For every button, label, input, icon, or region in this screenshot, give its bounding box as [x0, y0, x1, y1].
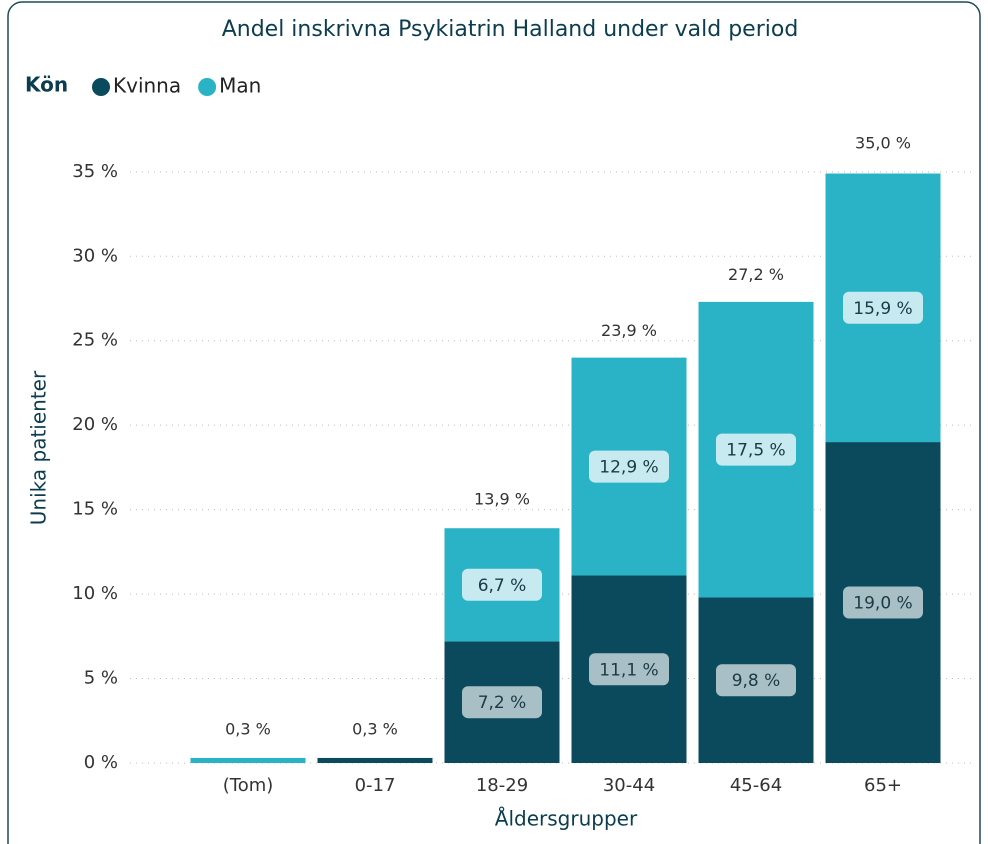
value-label-box	[589, 450, 669, 483]
value-label-box	[462, 686, 542, 719]
total-label: 0,3 %	[225, 719, 271, 738]
legend-label: Kvinna	[113, 74, 181, 98]
value-label: 15,9 %	[853, 299, 912, 319]
value-label: 9,8 %	[732, 671, 781, 691]
total-label: 23,9 %	[601, 321, 657, 340]
value-label-box	[716, 433, 796, 466]
value-label-box	[589, 653, 669, 686]
y-tick-label: 30 %	[72, 245, 118, 266]
x-tick-label: 0-17	[355, 775, 396, 796]
value-label-box	[716, 664, 796, 697]
x-tick-label: (Tom)	[223, 775, 274, 796]
legend-swatch	[198, 78, 217, 96]
y-tick-label: 10 %	[72, 583, 118, 604]
bar-segment	[317, 757, 433, 763]
y-tick-label: 20 %	[72, 414, 118, 435]
legend-label: Man	[219, 74, 261, 98]
value-label: 6,7 %	[478, 576, 527, 596]
x-tick-label: 45-64	[730, 775, 782, 796]
value-label: 19,0 %	[853, 594, 912, 614]
y-tick-label: 15 %	[72, 499, 118, 520]
total-label: 0,3 %	[352, 719, 398, 738]
chart-title: Andel inskrivna Psykiatrin Halland under…	[222, 17, 799, 42]
y-tick-label: 5 %	[84, 668, 118, 689]
value-label-box	[843, 291, 923, 324]
x-axis-label: Åldersgrupper	[495, 807, 638, 831]
y-tick-label: 0 %	[84, 752, 118, 773]
value-label: 11,1 %	[599, 660, 658, 680]
x-tick-label: 18-29	[476, 775, 528, 796]
y-axis-label: Unika patienter	[27, 370, 51, 525]
y-tick-label: 35 %	[72, 161, 118, 182]
value-label-box	[462, 568, 542, 601]
value-label: 12,9 %	[599, 458, 658, 478]
total-label: 27,2 %	[728, 265, 784, 284]
legend-swatch	[92, 78, 110, 96]
value-label: 7,2 %	[478, 693, 527, 713]
bar-segment	[190, 757, 306, 763]
x-tick-label: 30-44	[603, 775, 655, 796]
value-label-box	[843, 586, 923, 619]
total-label: 35,0 %	[855, 133, 911, 152]
legend-title: Kön	[25, 73, 68, 97]
value-label: 17,5 %	[726, 441, 785, 461]
y-tick-label: 25 %	[72, 330, 118, 351]
x-tick-label: 65+	[864, 775, 902, 796]
total-label: 13,9 %	[474, 490, 530, 509]
